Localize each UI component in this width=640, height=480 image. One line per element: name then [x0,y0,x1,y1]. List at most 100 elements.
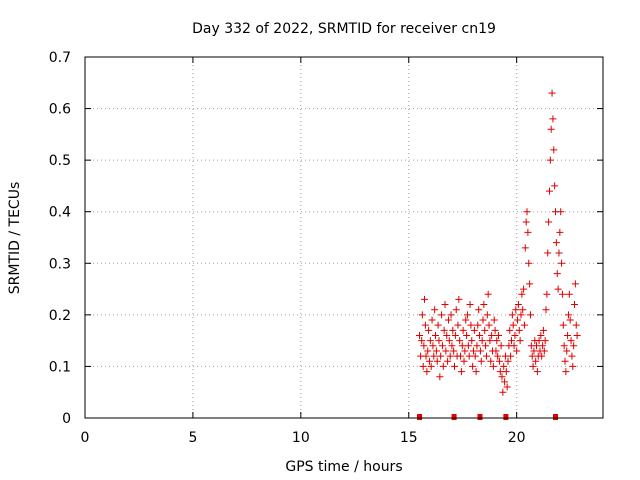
data-point [435,337,443,345]
data-points [416,89,581,396]
data-point [451,331,459,339]
data-point [507,337,515,345]
data-point [558,290,566,298]
data-point [460,357,468,365]
data-point [443,331,451,339]
y-axis-label: SRMTID / TECUs [7,182,23,295]
data-point [489,362,497,370]
data-point [433,357,441,365]
data-point [569,362,577,370]
data-point [463,331,471,339]
data-point [525,259,533,267]
data-point [522,218,530,226]
data-point [564,331,572,339]
x-tick-label: 15 [400,430,418,446]
data-point [463,311,471,319]
data-point [502,368,510,376]
data-point [471,352,479,360]
data-point [462,316,470,324]
y-tick-label: 0.3 [49,256,71,272]
data-point [518,290,526,298]
data-point [470,326,478,334]
data-point [418,311,426,319]
data-point [521,244,529,252]
data-point [455,295,463,303]
data-point [464,342,472,350]
data-point [484,290,492,298]
data-point [465,352,473,360]
y-tick-label: 0.6 [49,102,71,118]
data-point [557,208,565,216]
y-tick-label: 0.4 [49,205,71,221]
data-point [542,306,550,314]
data-point [477,357,485,365]
data-point [468,337,476,345]
x-tick-label: 5 [188,430,197,446]
data-point [482,342,490,350]
data-point [424,347,432,355]
data-point [566,316,574,324]
data-point [547,125,555,133]
data-point [528,352,536,360]
data-point [533,342,541,350]
data-point [483,311,491,319]
data-point [551,182,559,190]
data-point [564,311,572,319]
gap-marker [553,414,559,420]
gap-marker [477,414,483,420]
data-point [457,352,465,360]
data-point [562,368,570,376]
data-point [495,331,503,339]
data-point [479,316,487,324]
data-point [450,347,458,355]
data-point [520,321,528,329]
data-point [492,347,500,355]
data-point [558,259,566,267]
data-point [515,326,523,334]
x-tick-label: 10 [292,430,310,446]
data-point [466,301,474,309]
data-point [444,357,452,365]
data-point [440,326,448,334]
data-point [429,342,437,350]
data-point [545,187,553,195]
plot-frame [84,56,604,419]
data-point [487,357,495,365]
data-point [447,311,455,319]
data-point [475,306,483,314]
data-point [431,306,439,314]
data-point [553,270,561,278]
data-point [470,347,477,355]
data-point [550,146,558,154]
data-point [419,362,427,370]
data-point [572,321,580,329]
x-axis-label: GPS time / hours [285,459,402,475]
x-tick-labels: 0 5 10 15 20 [81,430,526,446]
data-point [452,306,460,314]
data-point [526,311,534,319]
data-point [438,342,446,350]
data-point [494,352,502,360]
data-point [445,337,453,345]
data-point [458,342,466,350]
data-point [480,301,488,309]
data-point [497,342,505,350]
data-point [423,368,431,376]
data-point [426,337,434,345]
data-point [437,352,445,360]
data-point [486,337,494,345]
data-point [439,362,447,370]
data-point [432,331,440,339]
data-point [556,228,564,236]
data-point [504,357,512,365]
data-point [446,352,454,360]
data-point [537,331,545,339]
data-point [512,306,520,314]
x-tick-label: 20 [508,430,526,446]
data-point [507,352,515,360]
data-point [517,311,525,319]
data-point [490,316,498,324]
data-point [441,301,449,309]
data-point [510,342,518,350]
